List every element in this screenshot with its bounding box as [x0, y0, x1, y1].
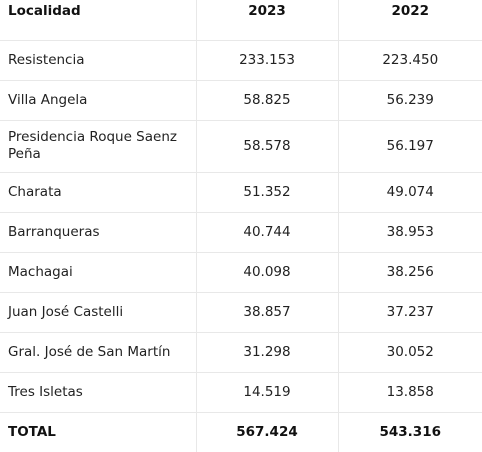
total-label: TOTAL — [0, 412, 197, 452]
total-row: TOTAL 567.424 543.316 — [0, 412, 482, 452]
value-2023-cell: 58.578 — [196, 120, 339, 173]
value-2022-cell: 13.858 — [338, 372, 482, 413]
table-row: Presidencia Roque Saenz Peña 58.578 56.1… — [0, 120, 482, 173]
localidad-cell: Juan José Castelli — [0, 292, 197, 333]
table-row: Barranqueras 40.744 38.953 — [0, 212, 482, 253]
localidad-cell: Gral. José de San Martín — [0, 332, 197, 373]
value-2022-cell: 56.197 — [338, 120, 482, 173]
localidad-cell: Machagai — [0, 252, 197, 293]
value-2023-cell: 38.857 — [196, 292, 339, 333]
localidad-cell: Barranqueras — [0, 212, 197, 253]
table-row: Resistencia 233.153 223.450 — [0, 40, 482, 81]
value-2023-cell: 40.744 — [196, 212, 339, 253]
total-2023-cell: 567.424 — [196, 412, 339, 452]
localidad-cell: Villa Angela — [0, 80, 197, 121]
localidad-cell: Tres Isletas — [0, 372, 197, 413]
localidad-cell: Presidencia Roque Saenz Peña — [0, 120, 197, 173]
value-2022-cell: 30.052 — [338, 332, 482, 373]
table-row: Machagai 40.098 38.256 — [0, 252, 482, 293]
table-row: Villa Angela 58.825 56.239 — [0, 80, 482, 121]
value-2023-cell: 51.352 — [196, 172, 339, 213]
total-2022-cell: 543.316 — [379, 423, 442, 440]
header-localidad: Localidad — [0, 0, 197, 41]
value-2022-cell: 223.450 — [338, 40, 482, 81]
table-row: Tres Isletas 14.519 13.858 — [0, 372, 482, 413]
table-row: Charata 51.352 49.074 — [0, 172, 482, 213]
table-row: Juan José Castelli 38.857 37.237 — [0, 292, 482, 333]
value-2023-cell: 233.153 — [196, 40, 339, 81]
value-2022-cell: 49.074 — [338, 172, 482, 213]
value-2023-cell: 40.098 — [196, 252, 339, 293]
header-row: Localidad 2023 2022 — [0, 0, 482, 41]
header-2022: 2022 — [338, 0, 482, 41]
value-2022-cell: 38.953 — [338, 212, 482, 253]
value-2022-cell: 37.237 — [338, 292, 482, 333]
header-2023: 2023 — [196, 0, 339, 41]
value-2023-cell: 31.298 — [196, 332, 339, 373]
table-row: Gral. José de San Martín 31.298 30.052 — [0, 332, 482, 373]
localidad-cell: Resistencia — [0, 40, 197, 81]
value-2023-cell: 58.825 — [196, 80, 339, 121]
value-2022-cell: 56.239 — [338, 80, 482, 121]
value-2022-cell: 38.256 — [338, 252, 482, 293]
localidad-cell: Charata — [0, 172, 197, 213]
value-2023-cell: 14.519 — [196, 372, 339, 413]
